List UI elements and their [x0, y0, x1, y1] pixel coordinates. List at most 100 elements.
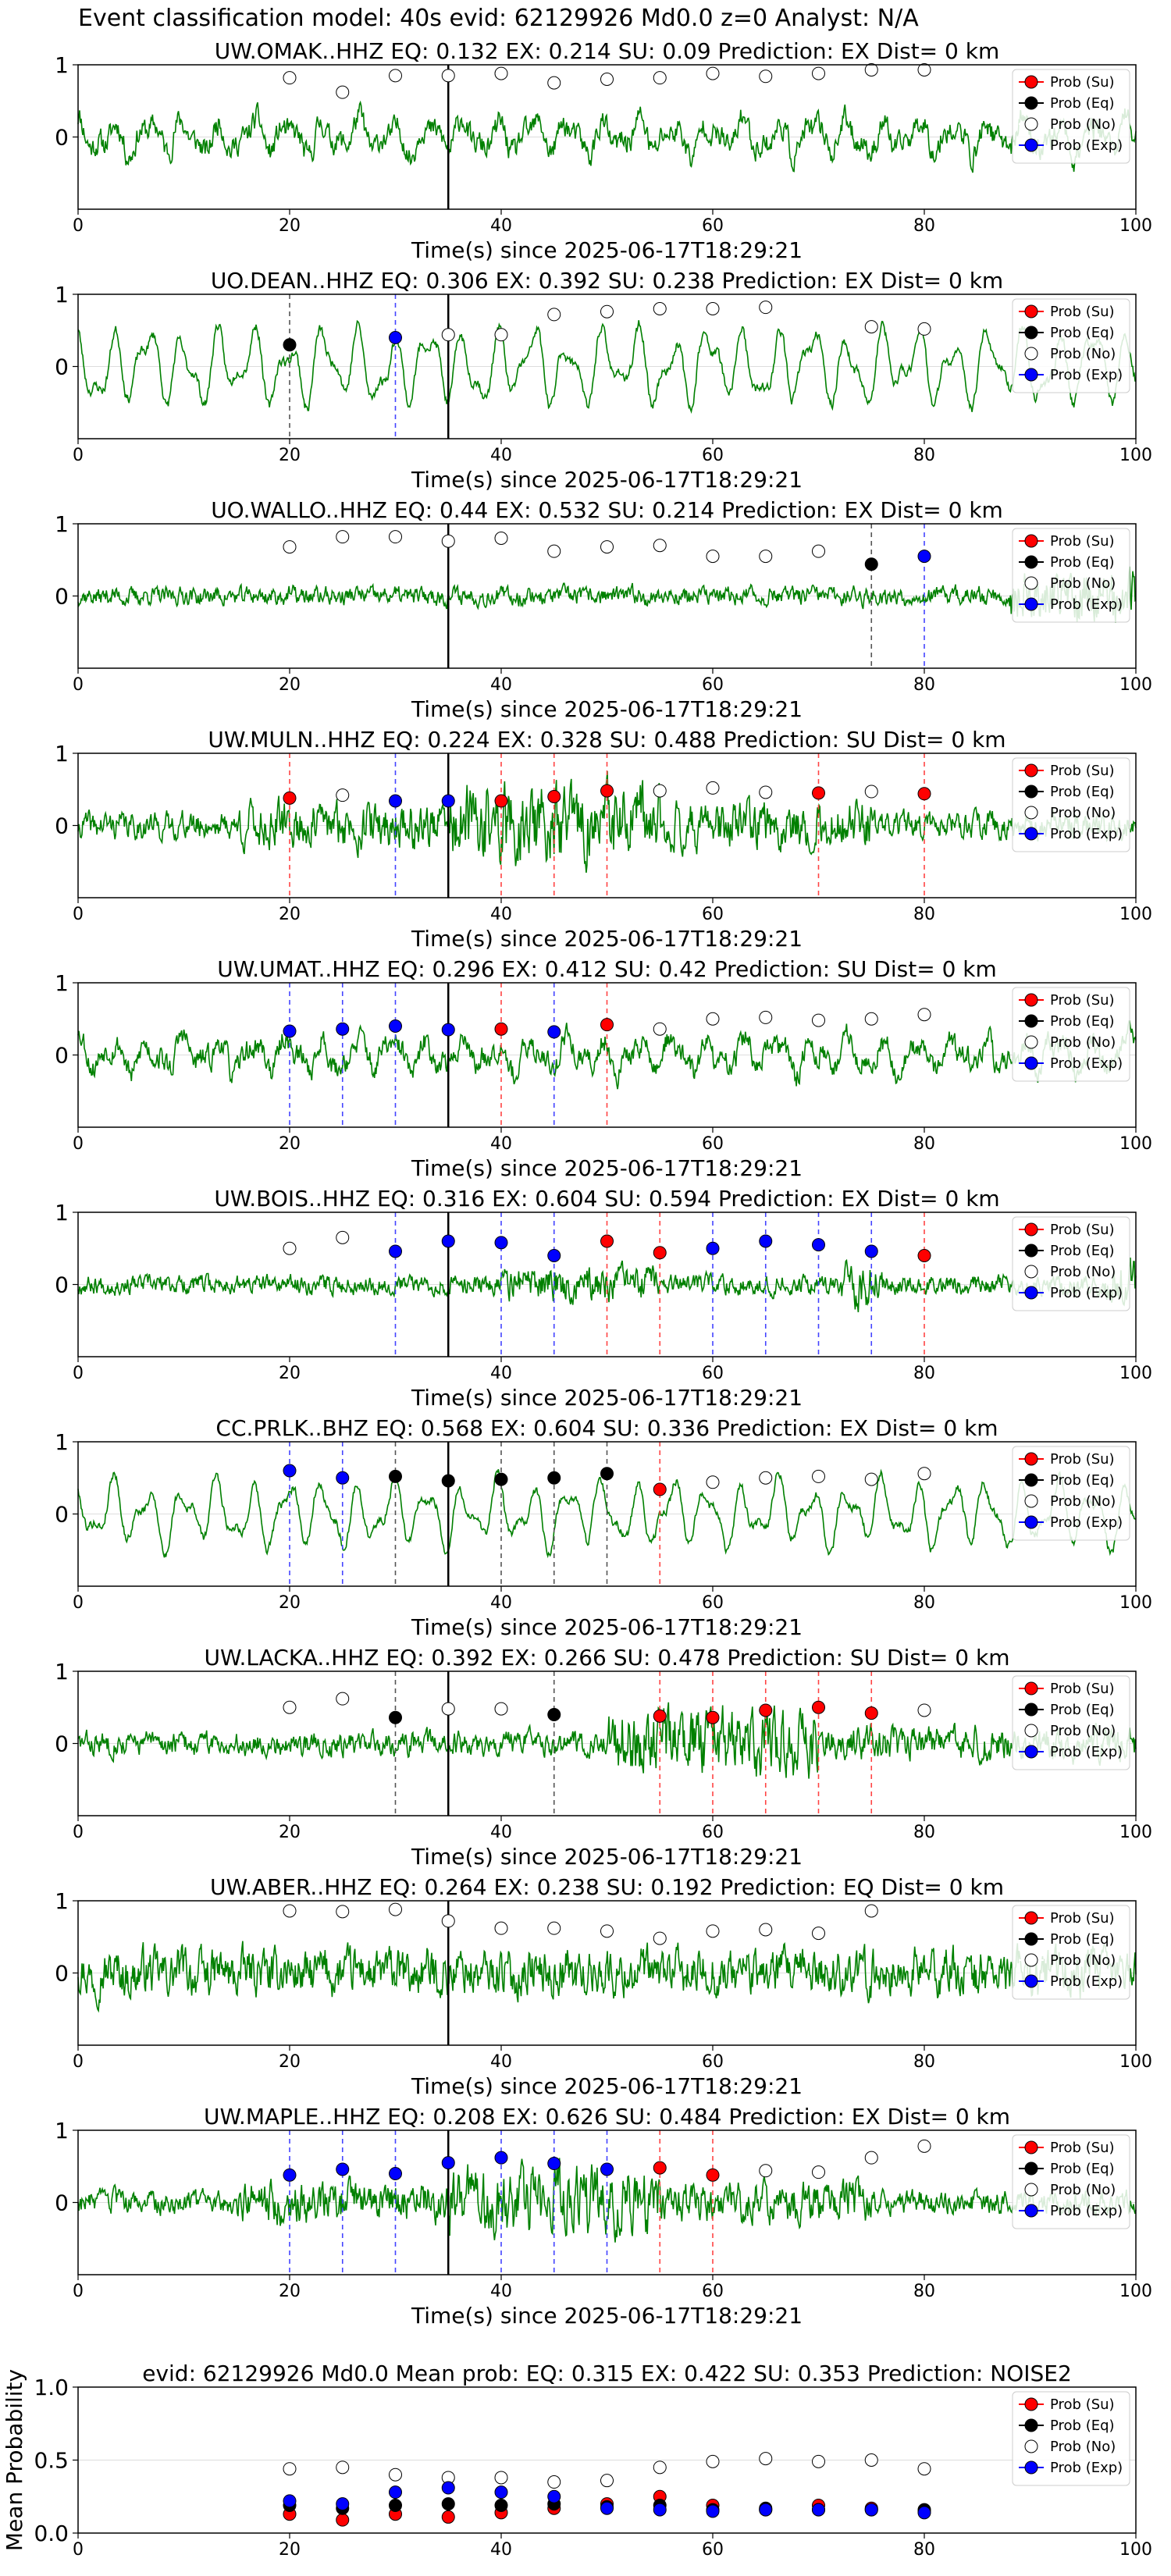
- mean-point-no: [389, 2467, 402, 2482]
- prob-point-no: [389, 1902, 402, 1916]
- x-tick-label: 40: [490, 1134, 512, 1154]
- waveform-trace: [77, 1941, 1137, 2013]
- prob-point-eq: [547, 1708, 561, 1721]
- mean-point-exp: [653, 2503, 667, 2517]
- legend-marker-su: [1024, 1452, 1038, 1466]
- prob-point-exp: [494, 1236, 508, 1250]
- prob-point-su: [547, 790, 561, 803]
- prob-point-su: [283, 791, 297, 805]
- prob-point-no: [283, 1241, 297, 1255]
- prob-point-no: [494, 1702, 508, 1716]
- legend-marker-eq: [1024, 326, 1038, 340]
- legend-label-exp: Prob (Exp): [1050, 596, 1123, 613]
- prob-point-no: [812, 1013, 825, 1027]
- legend-label-no: Prob (No): [1050, 1034, 1116, 1051]
- prob-point-eq: [864, 557, 878, 571]
- prob-point-no: [706, 1924, 720, 1938]
- x-tick-label: 40: [490, 905, 512, 924]
- y-tick-label: 1: [55, 511, 69, 537]
- prob-point-eq: [441, 1474, 455, 1488]
- prob-point-no: [759, 2164, 773, 2178]
- prob-point-eq: [389, 1469, 402, 1483]
- prob-point-no: [759, 1923, 773, 1937]
- panel-7: CC.PRLK..BHZ EQ: 0.568 EX: 0.604 SU: 0.3…: [55, 1415, 1152, 1640]
- x-axis-label: Time(s) since 2025-06-17T18:29:21: [411, 2303, 803, 2329]
- prob-point-su: [706, 1710, 720, 1724]
- mean-point-exp: [336, 2497, 350, 2511]
- prob-point-no: [759, 69, 773, 84]
- prob-point-no: [812, 1927, 825, 1941]
- prob-point-su: [653, 1246, 667, 1260]
- prob-point-no: [336, 1692, 350, 1706]
- legend-marker-eq: [1024, 1932, 1038, 1946]
- y-tick-label: 0: [55, 1731, 69, 1757]
- panel-title: CC.PRLK..BHZ EQ: 0.568 EX: 0.604 SU: 0.3…: [215, 1415, 998, 1441]
- legend-label-no: Prob (No): [1050, 575, 1116, 592]
- panel-title: UW.OMAK..HHZ EQ: 0.132 EX: 0.214 SU: 0.0…: [215, 38, 999, 64]
- legend-label-su: Prob (Su): [1050, 763, 1115, 779]
- legend-label-no: Prob (No): [1050, 2182, 1116, 2198]
- panel-title: UW.LACKA..HHZ EQ: 0.392 EX: 0.266 SU: 0.…: [205, 1645, 1010, 1670]
- legend-marker-no: [1024, 2183, 1038, 2197]
- prob-point-su: [600, 1234, 614, 1248]
- panel-title: UW.ABER..HHZ EQ: 0.264 EX: 0.238 SU: 0.1…: [210, 1874, 1004, 1900]
- legend: Prob (Su) Prob (Eq) Prob (No) Prob (Exp): [1012, 1446, 1130, 1541]
- legend-marker-su: [1024, 534, 1038, 548]
- prob-point-no: [336, 788, 350, 802]
- legend-label-exp: Prob (Exp): [1050, 1055, 1123, 1072]
- mean-point-exp: [706, 2504, 720, 2518]
- x-tick-label: 100: [1119, 446, 1152, 465]
- prob-point-no: [336, 85, 350, 99]
- legend-label-no: Prob (No): [1050, 1493, 1116, 1510]
- legend-marker-su: [1024, 75, 1038, 89]
- x-tick-label: 80: [913, 1593, 935, 1613]
- x-tick-label: 40: [490, 2052, 512, 2072]
- prob-point-exp: [336, 1471, 350, 1485]
- prob-point-no: [917, 1008, 931, 1022]
- x-tick-label: 60: [702, 2540, 724, 2560]
- legend-marker-exp: [1024, 1056, 1038, 1070]
- waveform-trace: [77, 1020, 1137, 1090]
- prob-point-exp: [812, 1238, 825, 1252]
- prob-point-no: [759, 550, 773, 564]
- mean-point-exp: [864, 2503, 878, 2517]
- prob-point-no: [441, 1914, 455, 1928]
- legend-label-eq: Prob (Eq): [1050, 1702, 1115, 1718]
- x-tick-label: 20: [279, 1823, 301, 1842]
- waveform-trace: [77, 566, 1137, 623]
- prob-point-exp: [600, 2162, 614, 2176]
- prob-point-su: [917, 787, 931, 801]
- x-tick-label: 100: [1119, 1364, 1152, 1383]
- y-tick-label: 0: [55, 813, 69, 839]
- prob-point-su: [812, 1700, 825, 1714]
- mean-point-no: [759, 2452, 773, 2466]
- panel-title: UO.WALLO..HHZ EQ: 0.44 EX: 0.532 SU: 0.2…: [211, 497, 1003, 523]
- legend-box: [1012, 1905, 1130, 2000]
- x-tick-label: 40: [490, 1364, 512, 1383]
- mean-point-eq: [494, 2498, 508, 2512]
- mean-point-no: [812, 2454, 825, 2468]
- prob-point-exp: [283, 2168, 297, 2182]
- x-tick-label: 60: [702, 905, 724, 924]
- legend-marker-exp: [1024, 138, 1038, 152]
- prob-point-su: [706, 2168, 720, 2182]
- panel-2: UO.DEAN..HHZ EQ: 0.306 EX: 0.392 SU: 0.2…: [55, 268, 1152, 493]
- legend-marker-su: [1024, 763, 1038, 777]
- legend-marker-no: [1024, 1035, 1038, 1049]
- panel-1: UW.OMAK..HHZ EQ: 0.132 EX: 0.214 SU: 0.0…: [55, 38, 1152, 263]
- legend-label-no: Prob (No): [1050, 805, 1116, 821]
- legend-label-eq: Prob (Eq): [1050, 1243, 1115, 1259]
- prob-point-no: [336, 1905, 350, 1919]
- legend-marker-eq: [1024, 1473, 1038, 1487]
- legend-label-no: Prob (No): [1050, 2439, 1116, 2455]
- x-axis-label: Time(s) since 2025-06-17T18:29:21: [411, 1155, 803, 1181]
- prob-point-no: [812, 1469, 825, 1483]
- legend-marker-no: [1024, 1494, 1038, 1508]
- prob-point-no: [547, 308, 561, 322]
- legend-label-eq: Prob (Eq): [1050, 2418, 1115, 2434]
- x-tick-label: 20: [279, 675, 301, 695]
- prob-point-no: [917, 322, 931, 336]
- prob-point-no: [600, 304, 614, 318]
- legend-label-eq: Prob (Eq): [1050, 1013, 1115, 1030]
